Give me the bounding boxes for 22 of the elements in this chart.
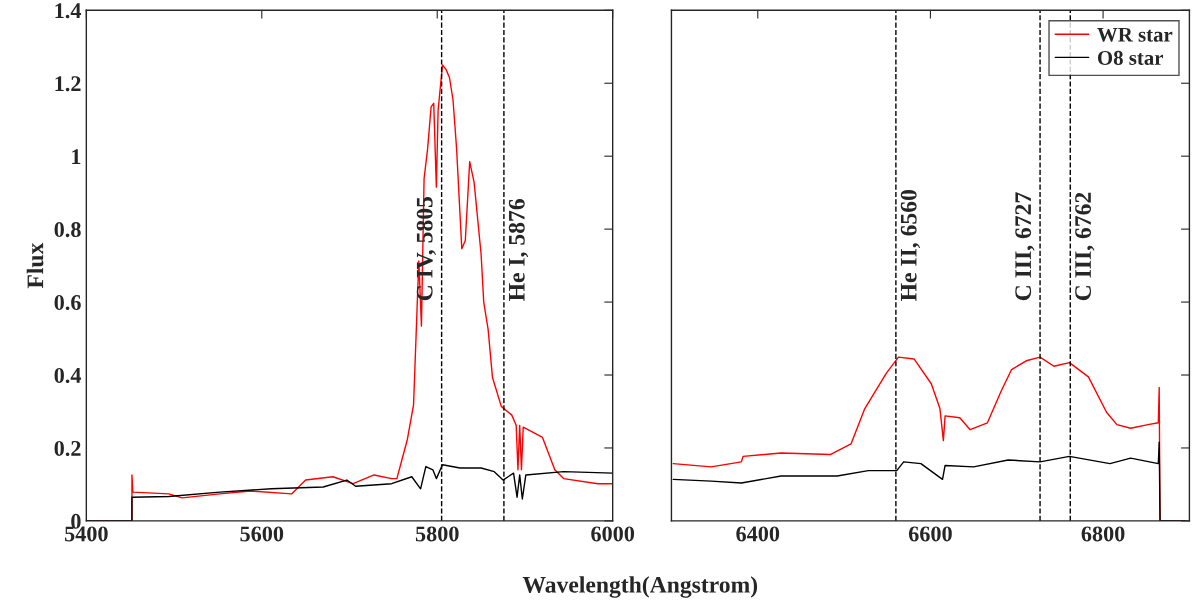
ref-line-label: He II, 6560: [900, 190, 921, 301]
ref-line-label: C IV, 5805: [416, 197, 437, 301]
x-tick-label: 6800: [1081, 526, 1125, 542]
y-tick-label: 1.2: [55, 76, 81, 92]
x-tick-label: 6600: [908, 526, 952, 542]
y-axis-title: Flux: [26, 242, 44, 289]
y-tick-label: 1: [72, 149, 81, 164]
legend-label: O8 star: [1097, 50, 1164, 65]
y-tick-label: 0.2: [54, 440, 81, 456]
x-tick-label: 6000: [591, 526, 635, 542]
y-tick-label: 0.4: [54, 367, 82, 384]
ref-line-label: He I, 5876: [508, 199, 529, 301]
x-tick-label: 5800: [415, 526, 459, 542]
legend-label: WR star: [1097, 27, 1173, 42]
x-axis-title: Wavelength(Angstrom): [522, 576, 758, 598]
x-tick-label: 5600: [240, 526, 284, 542]
x-tick-label: 6400: [736, 526, 780, 542]
y-tick-label: 0.6: [54, 295, 81, 311]
y-tick-label: 0.8: [54, 222, 81, 238]
ref-line-label: C III, 6762: [1075, 192, 1095, 301]
ref-line-label: C III, 6727: [1015, 192, 1035, 301]
y-tick-label: 1.4: [55, 3, 82, 19]
